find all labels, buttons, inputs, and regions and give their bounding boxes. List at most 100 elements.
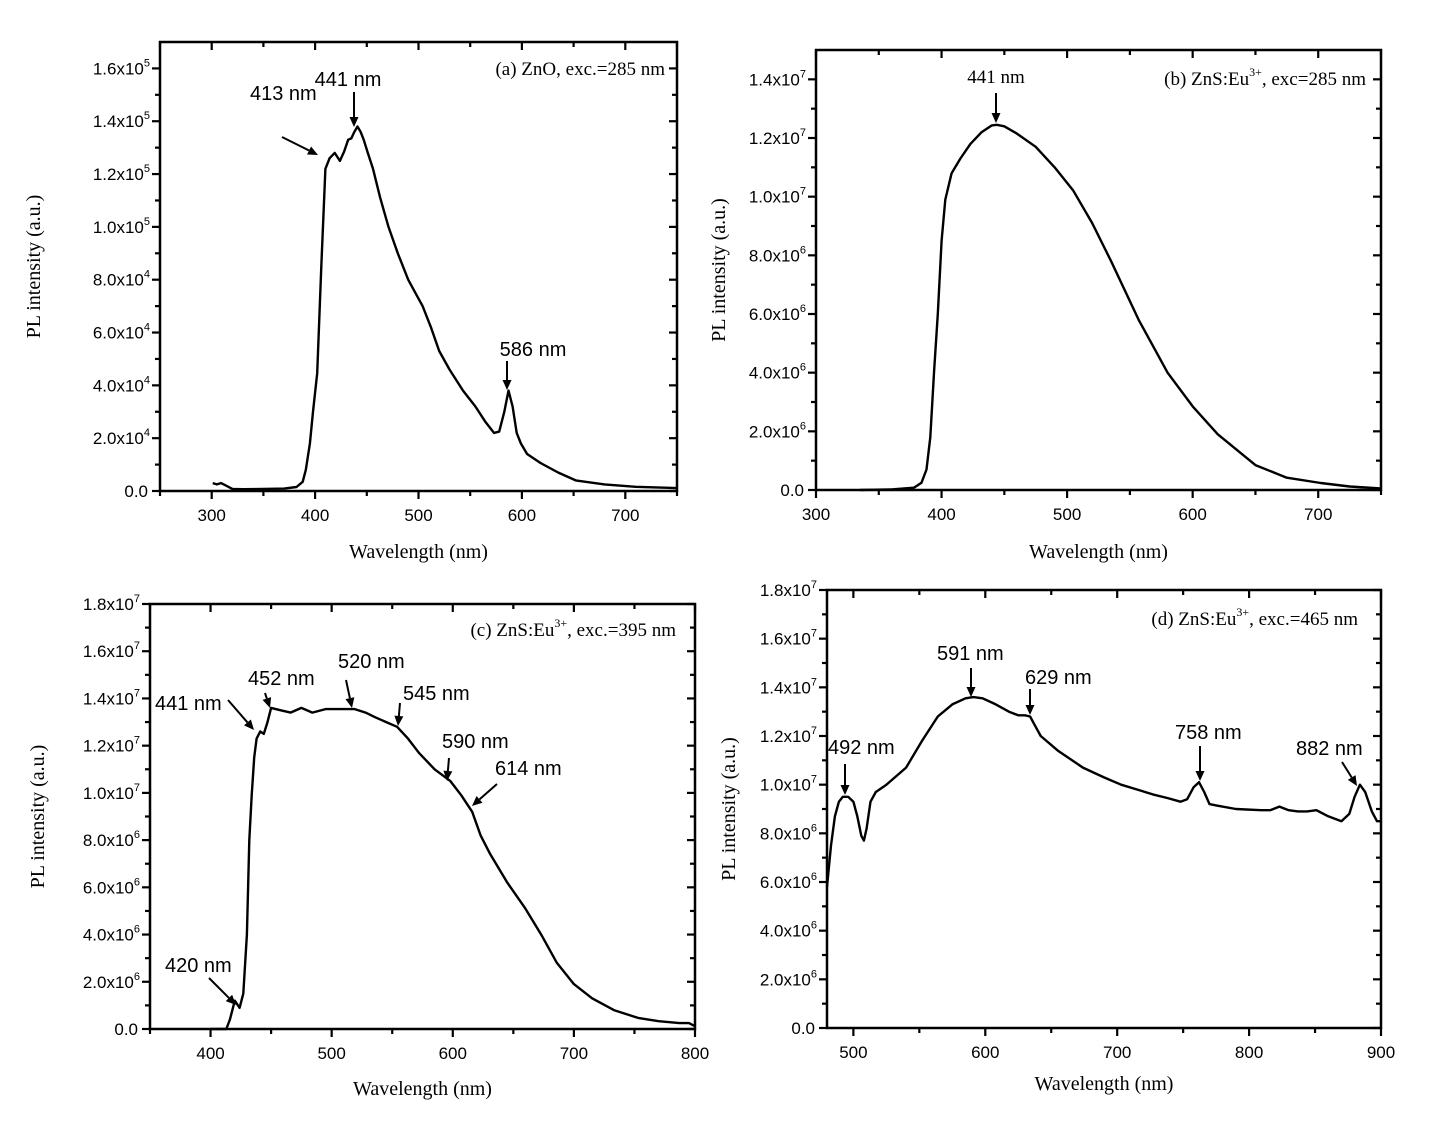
panel-d: 500 600 700 800 900 0.0 2.0x106 4.0x106 6.0x106 8… xyxy=(718,579,1395,1095)
x-tick-label: 900 xyxy=(1367,1043,1395,1062)
peak-label: 492 nm xyxy=(828,737,895,759)
y-tick-label: 2.0x106 xyxy=(749,420,806,441)
spectrum-line xyxy=(825,695,1381,888)
x-tick-label: 500 xyxy=(404,506,432,525)
y-tick-label: 6.0x106 xyxy=(749,303,806,324)
peak-arrow xyxy=(502,361,512,390)
y-tick-label: 8.0x106 xyxy=(83,829,140,850)
y-tick-label: 1.0x107 xyxy=(83,782,140,803)
y-tick-label: 0.0 xyxy=(791,1019,815,1038)
x-tick-label: 400 xyxy=(927,505,955,524)
peak-label: 413 nm xyxy=(250,83,317,105)
peak-arrow xyxy=(227,699,254,730)
y-tick-label: 1.2x105 xyxy=(93,163,150,184)
peak-arrow xyxy=(1195,746,1205,781)
y-tick-label: 0.0 xyxy=(124,482,148,501)
y-tick-label: 1.2x107 xyxy=(749,127,806,148)
y-tick-label: 4.0x106 xyxy=(83,924,140,945)
y-axis-label: PL intensity (a.u.) xyxy=(27,745,49,889)
x-tick-label: 600 xyxy=(508,506,536,525)
y-tick-label: 8.0x106 xyxy=(749,244,806,265)
y-tick-label: 6.0x104 xyxy=(93,322,150,343)
panel-b: 300 400 500 600 700 0.0 2.0x106 4.0x106 6.0x106 8… xyxy=(708,48,1383,563)
y-tick-label: 1.4x107 xyxy=(749,68,806,89)
peak-arrow xyxy=(1025,689,1035,715)
y-tick-label: 1.8x107 xyxy=(760,579,817,600)
y-tick-label: 1.2x107 xyxy=(83,735,140,756)
peak-arrow xyxy=(262,692,272,708)
y-tick-label: 1.0x105 xyxy=(93,216,150,237)
y-tick-label: 1.0x107 xyxy=(749,186,806,207)
x-tick-label: 800 xyxy=(681,1044,709,1063)
peak-arrow xyxy=(208,977,236,1005)
peak-arrow xyxy=(345,679,355,708)
peak-label: 420 nm xyxy=(165,955,232,977)
plot-frame xyxy=(148,602,697,1031)
peak-label: 758 nm xyxy=(1175,722,1242,744)
peak-label: 545 nm xyxy=(403,683,470,705)
x-tick-label: 700 xyxy=(1304,505,1332,524)
plot-frame xyxy=(158,40,679,493)
x-tick-label: 400 xyxy=(196,1044,224,1063)
y-tick-label: 2.0x104 xyxy=(93,427,150,448)
peak-label: 520 nm xyxy=(338,651,405,673)
peak-label: 882 nm xyxy=(1296,738,1363,760)
peak-label: 441 nm xyxy=(155,693,222,715)
peak-arrow xyxy=(394,702,404,726)
y-tick-label: 1.6x107 xyxy=(83,640,140,661)
x-tick-label: 600 xyxy=(971,1043,999,1062)
peak-arrow xyxy=(991,93,1001,123)
x-tick-label: 700 xyxy=(560,1044,588,1063)
peak-arrow xyxy=(349,92,359,127)
y-tick-label: 4.0x106 xyxy=(749,362,806,383)
x-tick-label: 400 xyxy=(301,506,329,525)
y-tick-label: 1.0x107 xyxy=(760,774,817,795)
y-tick-label: 4.0x106 xyxy=(760,920,817,941)
peak-arrow xyxy=(281,136,318,155)
y-tick-label: 2.0x106 xyxy=(83,971,140,992)
peak-label: 629 nm xyxy=(1025,667,1092,689)
spectrum-line xyxy=(210,706,696,1031)
y-tick-label: 1.8x107 xyxy=(83,593,140,614)
y-tick-label: 0.0 xyxy=(114,1020,138,1039)
y-tick-label: 1.6x107 xyxy=(760,628,817,649)
x-axis-label: Wavelength (nm) xyxy=(353,1078,492,1100)
panel-title: (a) ZnO, exc.=285 nm xyxy=(495,59,665,80)
panel-title: (c) ZnS:Eu3+, exc.=395 nm xyxy=(470,616,676,641)
panel-c: 400 500 600 700 800 0.0 2.0x106 4.0x106 6.0x106 8… xyxy=(27,593,709,1100)
y-tick-label: 1.4x107 xyxy=(83,687,140,708)
x-tick-label: 500 xyxy=(839,1043,867,1062)
peak-label: 590 nm xyxy=(442,731,509,753)
y-tick-label: 4.0x104 xyxy=(93,374,150,395)
peak-label: 586 nm xyxy=(500,339,567,361)
peak-label: 441 nm xyxy=(967,67,1025,88)
x-tick-label: 600 xyxy=(439,1044,467,1063)
y-tick-label: 1.4x105 xyxy=(93,110,150,131)
x-tick-label: 700 xyxy=(611,506,639,525)
peak-label: 614 nm xyxy=(495,758,562,780)
plot-frame xyxy=(825,588,1383,1030)
panel-title: (d) ZnS:Eu3+, exc.=465 nm xyxy=(1151,605,1358,630)
y-tick-label: 8.0x104 xyxy=(93,269,150,290)
x-tick-label: 300 xyxy=(198,506,226,525)
peak-arrow xyxy=(1341,761,1357,786)
peak-label: 591 nm xyxy=(937,643,1004,665)
peak-arrow xyxy=(443,757,453,781)
plot-frame xyxy=(814,48,1383,492)
peak-label: 441 nm xyxy=(315,69,382,91)
y-tick-label: 1.6x105 xyxy=(93,57,150,78)
y-tick-label: 0.0 xyxy=(780,481,804,500)
x-tick-label: 500 xyxy=(317,1044,345,1063)
x-tick-label: 800 xyxy=(1235,1043,1263,1062)
x-axis-label: Wavelength (nm) xyxy=(349,541,488,563)
panel-title: (b) ZnS:Eu3+, exc=285 nm xyxy=(1164,65,1366,90)
y-axis-label: PL intensity (a.u.) xyxy=(23,195,45,339)
y-tick-label: 2.0x106 xyxy=(760,968,817,989)
y-tick-label: 1.2x107 xyxy=(760,725,817,746)
y-axis-label: PL intensity (a.u.) xyxy=(718,737,740,881)
peak-arrow xyxy=(840,764,850,795)
spectrum-line xyxy=(859,123,1382,492)
y-tick-label: 1.4x107 xyxy=(760,676,817,697)
x-tick-label: 300 xyxy=(802,505,830,524)
